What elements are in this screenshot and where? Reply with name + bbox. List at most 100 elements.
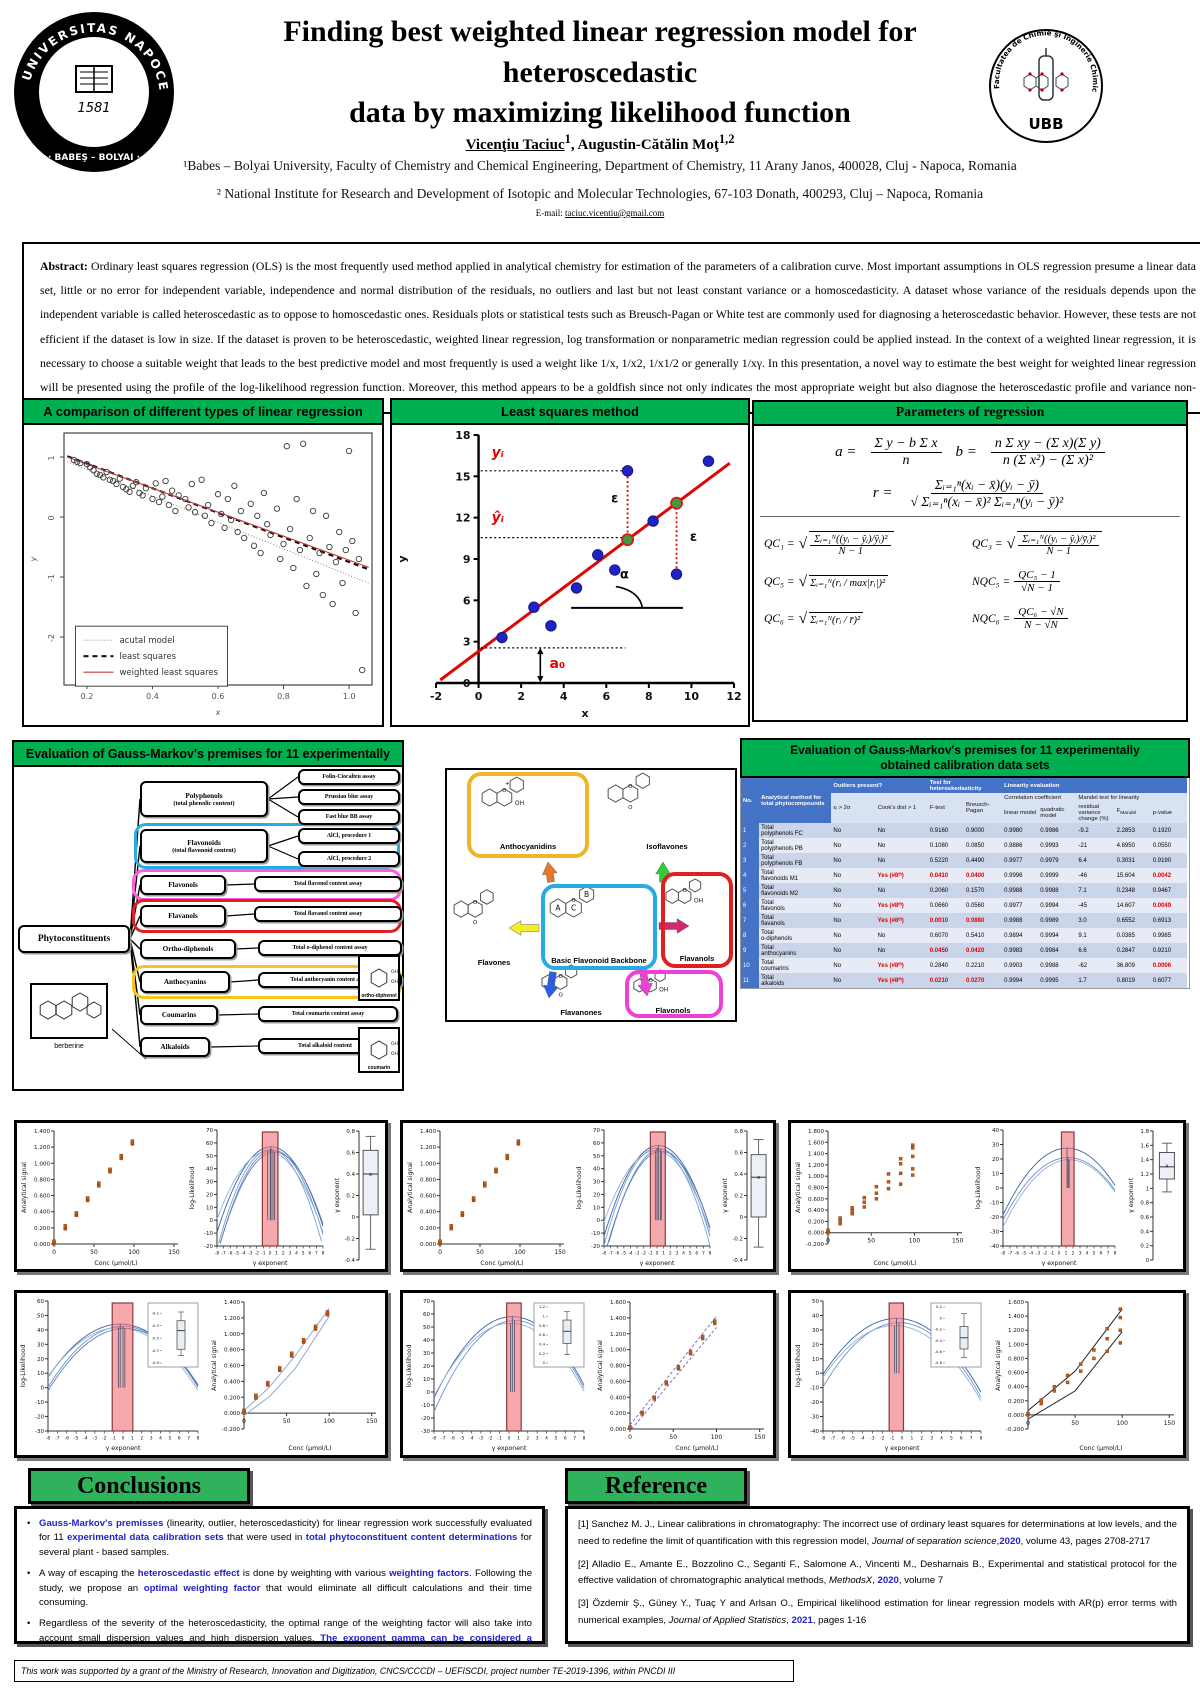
svg-text:-6: -6 — [840, 1436, 845, 1442]
svg-text:1.400: 1.400 — [1007, 1314, 1023, 1320]
svg-text:40: 40 — [206, 1167, 213, 1173]
svg-text:0.600: 0.600 — [34, 1194, 50, 1200]
svg-text:30: 30 — [37, 1342, 44, 1348]
svg-text:1: 1 — [662, 1251, 665, 1257]
svg-text:0: 0 — [475, 690, 483, 703]
svg-text:x: x — [1165, 1163, 1169, 1169]
svg-text:1.400: 1.400 — [808, 1152, 824, 1158]
svg-text:0.200: 0.200 — [224, 1395, 240, 1401]
flow-assay: Total o-diphenol content assay — [258, 940, 402, 956]
svg-text:2: 2 — [1072, 1251, 1075, 1257]
formula-nqc5: NQC₅ = QC₅ − 1 √N − 1 — [972, 569, 1176, 594]
svg-text:-40: -40 — [810, 1429, 819, 1435]
svg-text:1.000: 1.000 — [1007, 1342, 1023, 1348]
svg-text:0.800: 0.800 — [420, 1177, 436, 1183]
email-link[interactable]: taciuc.vicentiu@gmail.com — [564, 208, 665, 218]
svg-text:-2: -2 — [102, 1436, 107, 1442]
svg-text:-0.200: -0.200 — [222, 1427, 240, 1433]
svg-text:7: 7 — [315, 1251, 318, 1257]
ortho-diphenol-structure: OH OH ortho-diphenol — [358, 955, 400, 1001]
svg-text:x: x — [215, 708, 221, 717]
svg-text:0.000: 0.000 — [420, 1242, 436, 1248]
svg-text:1581: 1581 — [77, 101, 110, 116]
svg-text:1.000: 1.000 — [808, 1174, 824, 1180]
svg-text:2: 2 — [526, 1436, 529, 1442]
svg-text:yᵢ: yᵢ — [492, 445, 504, 461]
svg-text:6: 6 — [1100, 1251, 1103, 1257]
svg-text:30: 30 — [992, 1143, 999, 1149]
svg-text:20: 20 — [812, 1342, 819, 1348]
svg-text:-1: -1 — [1050, 1251, 1055, 1257]
svg-text:1: 1 — [275, 1251, 278, 1257]
svg-text:1.2: 1.2 — [1140, 1172, 1149, 1178]
abstract: Abstract: Ordinary least squares regress… — [22, 242, 1200, 418]
svg-text:5: 5 — [554, 1436, 557, 1442]
svg-text:-1: -1 — [889, 1436, 894, 1442]
svg-text:1: 1 — [1065, 1251, 1068, 1257]
svg-text:40: 40 — [992, 1128, 999, 1134]
comparison-chart: 0.2 0.4 0.6 0.8 1.0 -2 -1 0 1 x y acutal model least… — [29, 432, 373, 717]
formula-qc3: QC₃ = √ Σᵢ₌₁ᴺ((yᵢ − ŷᵢ)/ȳᵢ)² N − 1 — [972, 531, 1176, 557]
svg-text:log-Likelihood: log-Likelihood — [975, 1166, 982, 1209]
svg-text:100: 100 — [909, 1238, 921, 1245]
svg-text:ε: ε — [611, 492, 618, 507]
author-1-sup: 1 — [564, 132, 571, 146]
gamma-boxplot-2: -0.4 -0.2 0 0.2 0.4 0.6 0.8 γ exponent x — [722, 1129, 767, 1264]
parameters-panel: Parameters of regression a = Σ y − b Σ x… — [752, 400, 1188, 722]
affiliation-1: ¹Babes – Bolyai University, Faculty of C… — [183, 158, 1017, 173]
svg-text:0.000: 0.000 — [224, 1411, 240, 1417]
svg-text:60: 60 — [37, 1299, 44, 1305]
svg-text:0: 0 — [47, 515, 56, 520]
svg-text:A: A — [555, 904, 561, 913]
svg-text:70: 70 — [206, 1128, 213, 1134]
svg-text:2: 2 — [140, 1436, 143, 1442]
svg-text:10: 10 — [423, 1377, 430, 1383]
flow-category-ortho-diphenols: Ortho-diphenols — [140, 939, 236, 959]
svg-text:-10: -10 — [810, 1386, 819, 1392]
gm-table-panel: Evaluation of Gauss-Markov's premises fo… — [740, 738, 1190, 1075]
svg-text:-4: -4 — [241, 1251, 246, 1257]
svg-text:-20: -20 — [990, 1215, 999, 1221]
svg-text:0: 0 — [656, 1251, 659, 1257]
svg-text:0.2: 0.2 — [81, 692, 94, 701]
svg-text:Analytical signal: Analytical signal — [597, 1340, 604, 1391]
svg-text:50: 50 — [283, 1418, 291, 1425]
results-panel-1: 0 50 100 150 0.000 0.200 0.400 0.600 0.800 1.000 1… — [14, 1120, 388, 1272]
svg-text:0.200: 0.200 — [610, 1411, 626, 1417]
svg-text:-6: -6 — [65, 1436, 70, 1442]
svg-text:γ exponent: γ exponent — [1128, 1178, 1135, 1213]
svg-text:0.400: 0.400 — [808, 1208, 824, 1214]
author-separator: , — [570, 137, 578, 153]
svg-text:1.000: 1.000 — [224, 1332, 240, 1338]
svg-text:-0.1: -0.1 — [152, 1310, 160, 1315]
svg-text:1.000: 1.000 — [34, 1161, 50, 1167]
svg-text:-0.2: -0.2 — [345, 1237, 356, 1243]
svg-text:0.8: 0.8 — [1140, 1201, 1149, 1207]
svg-text:Analytical signal: Analytical signal — [995, 1340, 1002, 1391]
svg-text:O: O — [649, 978, 654, 984]
formula-qc6: QC₆ = √ Σᵢ₌₁ᴺ(rᵢ / r̄)² — [764, 606, 968, 631]
svg-text:0: 0 — [1026, 1420, 1030, 1427]
svg-text:OH: OH — [515, 800, 524, 807]
svg-text:150: 150 — [952, 1238, 964, 1245]
formula-a: a = — [835, 444, 857, 460]
svg-text:-4: -4 — [1029, 1251, 1034, 1257]
svg-text:0.200: 0.200 — [420, 1226, 436, 1232]
svg-text:0: 0 — [352, 1215, 356, 1221]
table-row: 10 Total coumarins No Yes (#8ᵗʰ) 0.2840 0.2210… — [741, 958, 1187, 973]
svg-text:log-Likelihood: log-Likelihood — [795, 1344, 802, 1387]
svg-text:50: 50 — [206, 1154, 213, 1160]
svg-text:Conc (µmol/L): Conc (µmol/L) — [874, 1260, 917, 1267]
flow-assay: Folin-Ciocalteu assay — [298, 769, 400, 785]
email-label: E-mail: — [535, 208, 565, 218]
svg-text:0.800: 0.800 — [224, 1348, 240, 1354]
svg-text:4: 4 — [940, 1436, 943, 1442]
acknowledgment-text: This work was supported by a grant of th… — [21, 1666, 676, 1676]
svg-text:0.600: 0.600 — [808, 1197, 824, 1203]
svg-text:0: 0 — [543, 1360, 546, 1365]
calibration-chart-3: 0 50 100 150 -0.200 0.000 0.200 0.400 0.600 0.800… — [795, 1129, 964, 1267]
svg-text:50: 50 — [593, 1154, 600, 1160]
svg-text:·: · — [180, 1329, 182, 1334]
